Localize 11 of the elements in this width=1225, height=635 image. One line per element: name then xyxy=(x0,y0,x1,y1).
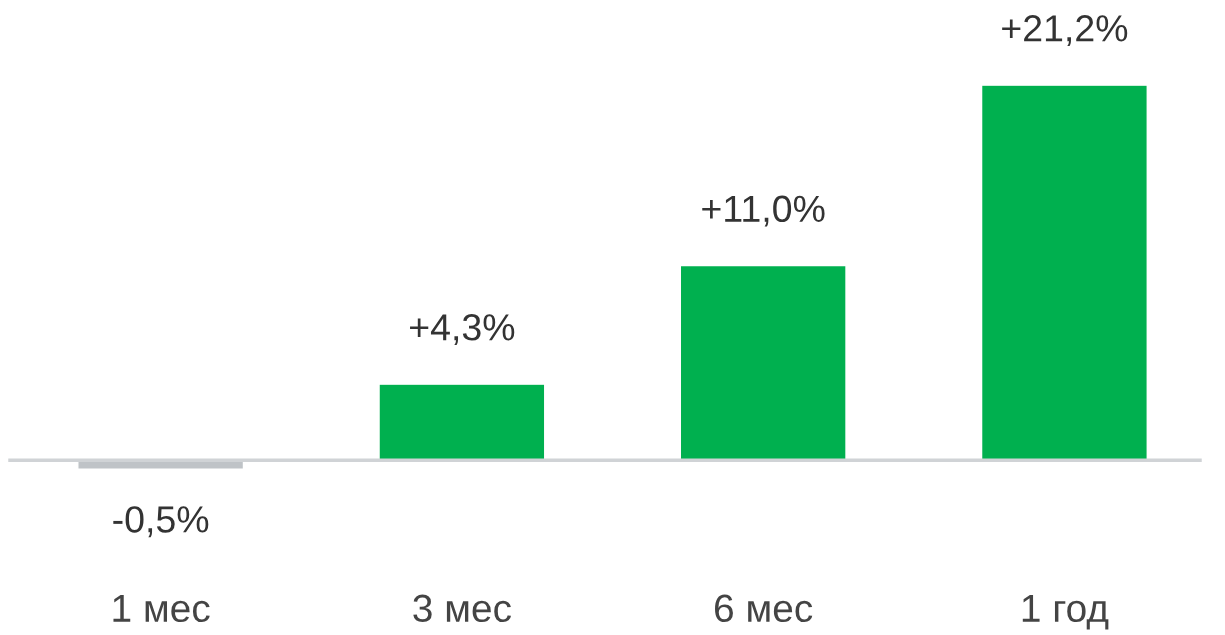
bar xyxy=(679,264,847,461)
data-label: +21,2% xyxy=(1002,15,1128,47)
bar xyxy=(980,84,1148,461)
x-tick-label: 1 мес xyxy=(113,594,210,623)
x-tick-label: 6 мес xyxy=(715,594,813,623)
data-label: -0,5% xyxy=(113,506,209,538)
data-label: +11,0% xyxy=(702,195,825,227)
bar xyxy=(378,383,546,461)
x-tick-label: 1 год xyxy=(1022,594,1109,630)
data-label: +4,3% xyxy=(410,314,515,346)
x-tick-label: 3 мес xyxy=(413,594,511,623)
